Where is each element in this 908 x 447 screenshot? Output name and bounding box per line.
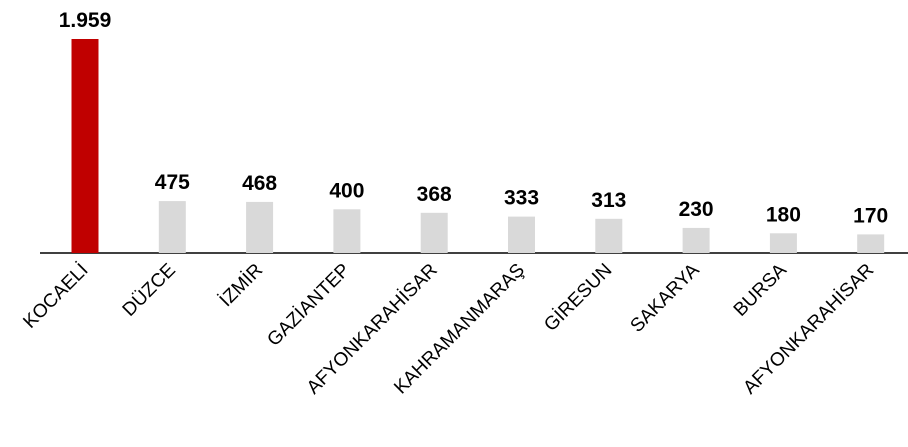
category-labels-group: KOCAELİ DÜZCE İZMİRGAZİANTEPAFYONKARAHİSAR… [19, 259, 878, 398]
value-label-2: 475 [155, 171, 190, 194]
category-label-4: GAZİANTEP [263, 260, 354, 351]
value-label-6: 333 [504, 187, 539, 210]
category-label-3: İZMİR [216, 260, 267, 311]
bars-group [71, 39, 885, 253]
value-label-10: 170 [853, 204, 888, 227]
value-label-7: 313 [591, 189, 626, 212]
value-label-3: 468 [242, 172, 277, 195]
category-label-9: BURSA [730, 259, 791, 320]
bar-9 [769, 233, 797, 253]
bar-3 [246, 201, 274, 253]
category-label-2: DÜZCE [119, 260, 180, 321]
bar-10 [857, 234, 885, 253]
value-labels-group: 1.959 475 468 400 368 333 313 230 180 170 [59, 9, 889, 227]
category-label-7: GİRESUN [540, 260, 616, 336]
bar-5 [420, 212, 448, 253]
value-label-5: 368 [417, 183, 452, 206]
bar-1 [71, 39, 99, 253]
value-label-8: 230 [679, 198, 714, 221]
bar-8 [682, 227, 710, 253]
value-label-4: 400 [329, 179, 364, 202]
bar-6 [508, 216, 535, 253]
value-label-9: 180 [766, 203, 801, 226]
bar-4 [333, 209, 361, 253]
bar-7 [595, 218, 623, 253]
category-label-1: KOCAELİ [19, 260, 92, 333]
bar-2 [158, 201, 186, 253]
value-label-1: 1.959 [59, 9, 112, 32]
category-label-8: SAKARYA [627, 259, 704, 336]
